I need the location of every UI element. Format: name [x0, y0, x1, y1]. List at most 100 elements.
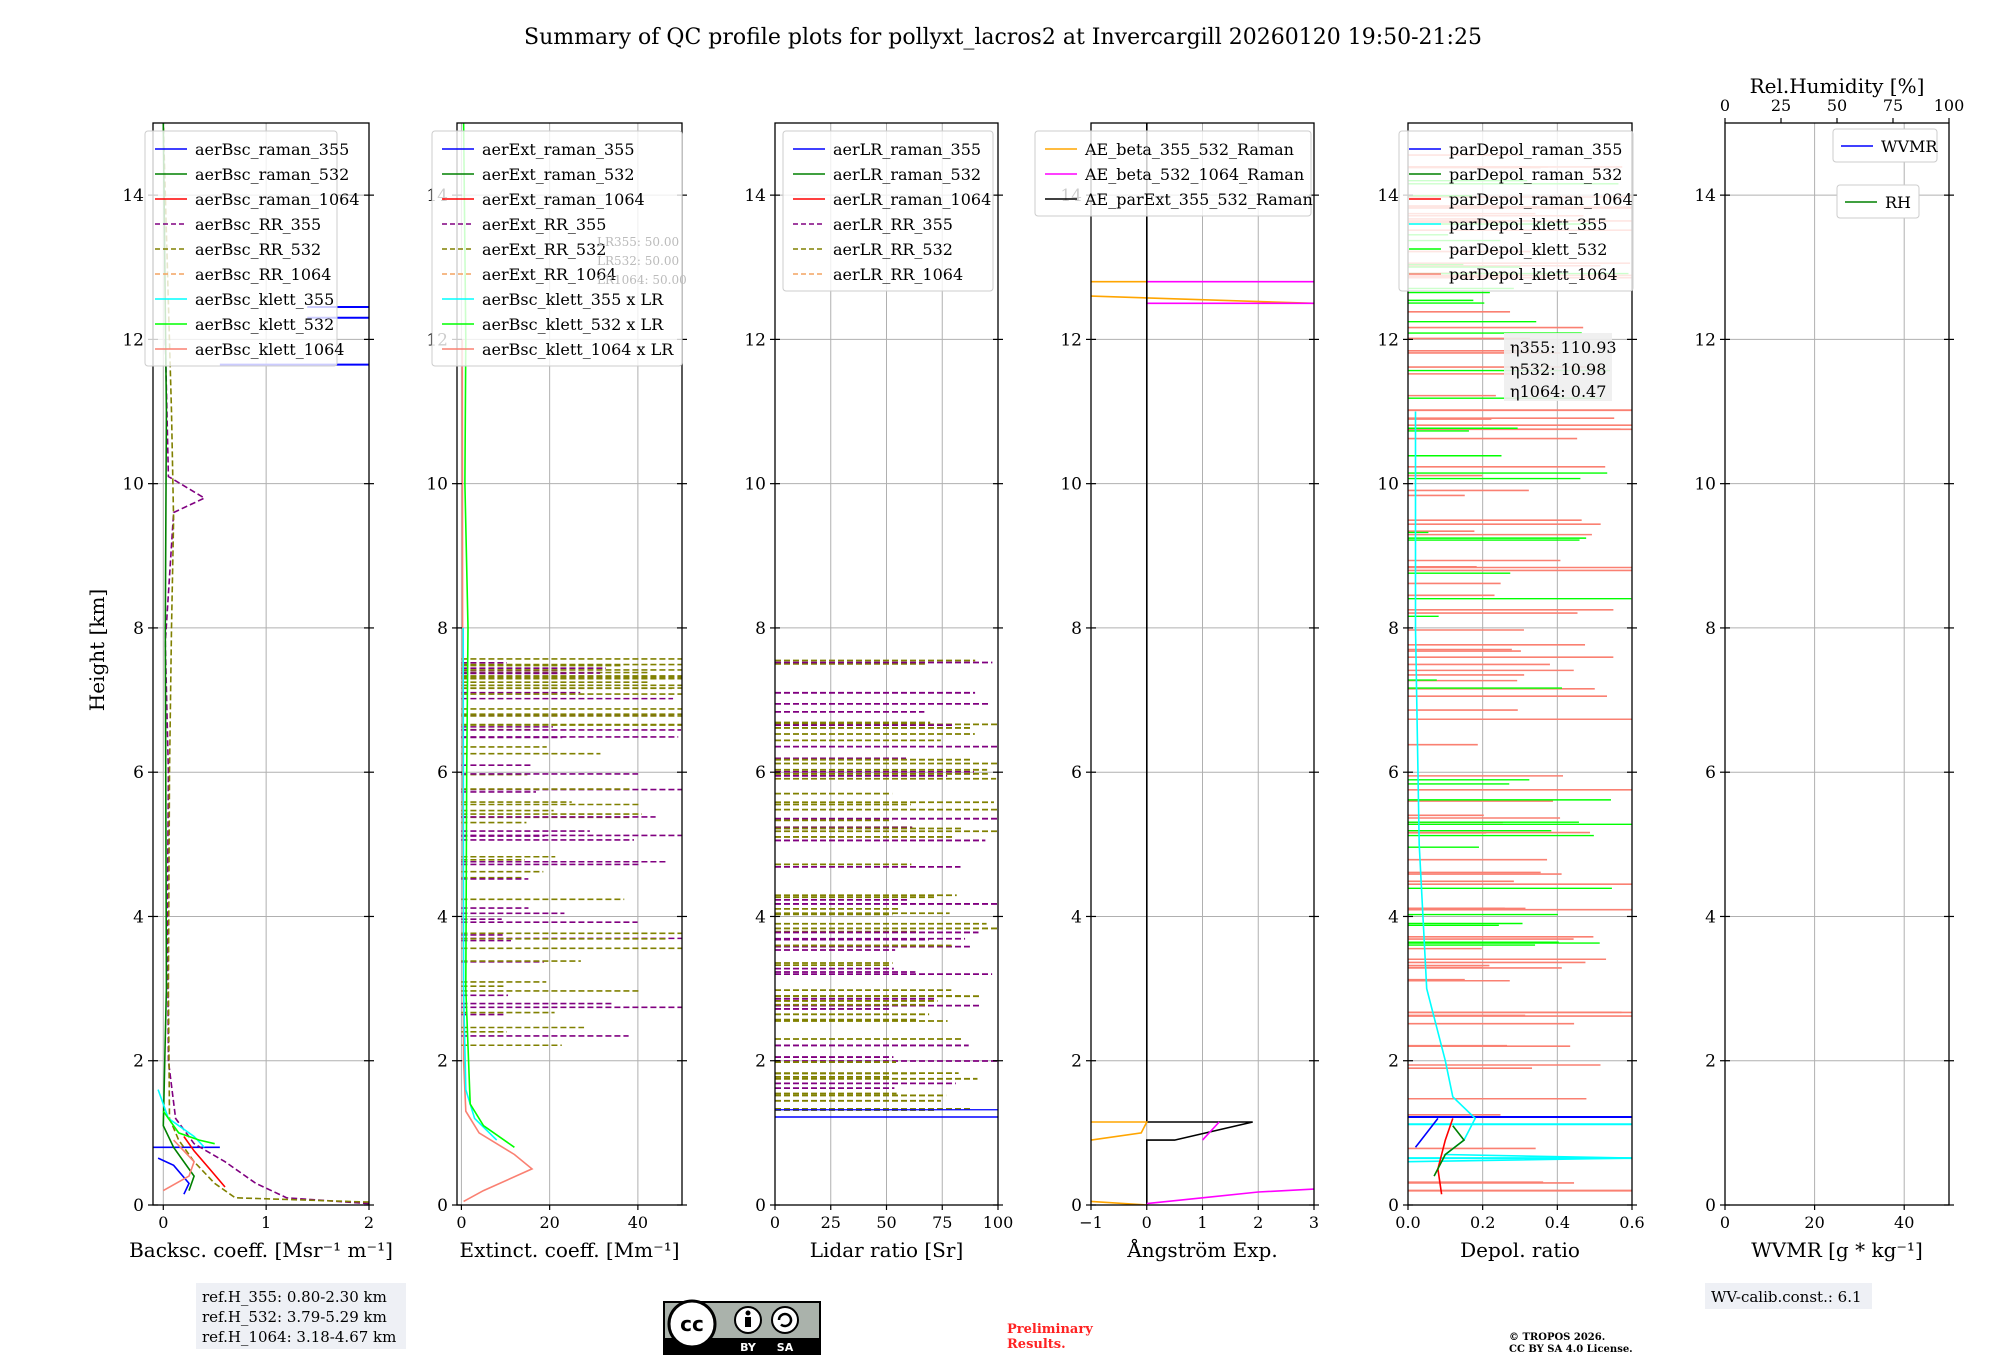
- y-tick-label: 8: [755, 619, 766, 639]
- legend-label: aerBsc_raman_1064: [195, 190, 360, 209]
- x-tick-label: 1: [1197, 1213, 1207, 1232]
- y-tick-label: 14: [744, 186, 766, 206]
- legend-label: aerExt_raman_532: [482, 165, 635, 184]
- series-aerBsc-RR-355: [164, 339, 369, 1205]
- x-axis-label: WVMR [g * kg⁻¹]: [1751, 1238, 1923, 1262]
- y-tick-label: 0: [1071, 1196, 1082, 1216]
- series-aerBsc-klett-532-x-LR: [462, 123, 515, 1148]
- y-tick-label: 2: [755, 1052, 766, 1072]
- legend-label: parDepol_raman_1064: [1449, 190, 1633, 209]
- y-axis-label: Height [km]: [85, 589, 109, 711]
- plot-area-lr: [775, 659, 998, 1118]
- y-tick-label: 4: [1705, 907, 1716, 927]
- legend-label: WVMR: [1881, 137, 1938, 156]
- axes-frame-wv: [1724, 122, 1950, 1206]
- panel-depol: 0 2 4 6 8 10 12 14 0.0 0.2 0.4 0.6 Depol. ratio parDe…: [1377, 122, 1645, 1262]
- series-AE-beta-355-532-Raman-low-: [1091, 1121, 1149, 1141]
- y-tick-label: 10: [122, 475, 144, 495]
- sa-sharealike-icon: [771, 1306, 799, 1334]
- x-tick-label: 3: [1309, 1213, 1319, 1232]
- x-tick-label: 0: [770, 1213, 780, 1232]
- legend-box: [1832, 128, 1938, 163]
- preliminary-line2: Results.: [1007, 1337, 1066, 1352]
- y-tick-label: 10: [1060, 475, 1082, 495]
- y-tick-label: 0: [1705, 1196, 1716, 1216]
- y-tick-label: 8: [1388, 619, 1399, 639]
- plot-area-ae: [1091, 123, 1314, 1205]
- top-x-axis-label: Rel.Humidity [%]: [1750, 74, 1925, 98]
- top-x-tick-label: 100: [1934, 96, 1965, 115]
- legend-label: parDepol_raman_532: [1449, 165, 1622, 184]
- y-tick-label: 12: [1377, 330, 1399, 350]
- y-tick-label: 2: [133, 1052, 144, 1072]
- y-tick-label: 4: [437, 907, 448, 927]
- ref-height-1064: ref.H_1064: 3.18-4.67 km: [202, 1328, 396, 1346]
- legend-label: aerBsc_klett_1064 x LR: [482, 340, 674, 359]
- series-aerBsc-raman-1064: [183, 1136, 226, 1188]
- top-x-tick-label: 25: [1771, 96, 1791, 115]
- y-tick-label: 6: [1705, 763, 1716, 783]
- y-tick-label: 10: [1377, 475, 1399, 495]
- legend-label: aerLR_RR_355: [833, 215, 953, 234]
- x-axis-label: Extinct. coeff. [Mm⁻¹]: [459, 1238, 679, 1262]
- lr-annotation: LR1064: 50.00: [597, 273, 687, 287]
- eta-label: η532: 10.98: [1510, 360, 1606, 379]
- series-aerBsc-klett-1064-x-LR: [461, 339, 534, 1203]
- y-tick-label: 10: [426, 475, 448, 495]
- legend-label: aerLR_RR_1064: [833, 265, 963, 284]
- legend-label: AE_beta_532_1064_Raman: [1084, 165, 1304, 184]
- legend-label: AE_parExt_355_532_Raman: [1084, 190, 1313, 209]
- ref-height-532: ref.H_532: 3.79-5.29 km: [202, 1308, 387, 1326]
- x-tick-label: 100: [983, 1213, 1014, 1232]
- legend-label: aerExt_raman_355: [482, 140, 635, 159]
- y-tick-label: 0: [755, 1196, 766, 1216]
- x-tick-label: 0.0: [1395, 1213, 1420, 1232]
- legend-box: [1034, 130, 1312, 217]
- y-tick-label: 14: [1694, 186, 1716, 206]
- legend-label: aerBsc_klett_532: [195, 315, 334, 334]
- eta-label: η1064: 0.47: [1510, 382, 1606, 401]
- axes-frame-ext: [456, 122, 683, 1206]
- y-tick-label: 8: [1705, 619, 1716, 639]
- x-tick-label: 1: [261, 1213, 271, 1232]
- x-tick-label: 2: [1253, 1213, 1263, 1232]
- series-AE-beta-532-1064-Raman-low-: [1146, 1188, 1314, 1205]
- grid-wv: [1724, 123, 1949, 1206]
- y-tick-label: 14: [122, 186, 144, 206]
- x-tick-label: −1: [1079, 1213, 1103, 1232]
- legend-label: aerBsc_klett_1064: [195, 340, 344, 359]
- copyright-line1: © TROPOS 2026.: [1509, 1332, 1605, 1343]
- series-aerBsc-klett-532: [162, 1110, 215, 1145]
- y-tick-label: 0: [437, 1196, 448, 1216]
- legend-label: aerLR_raman_1064: [833, 190, 991, 209]
- x-tick-label: 0: [456, 1213, 466, 1232]
- y-tick-label: 12: [1060, 330, 1082, 350]
- x-tick-label: 0.2: [1470, 1213, 1495, 1232]
- top-x-tick-label: 75: [1883, 96, 1903, 115]
- x-tick-label: 20: [1804, 1213, 1824, 1232]
- plot-area-ext: [461, 123, 682, 1203]
- legend-label: aerExt_RR_355: [482, 215, 606, 234]
- legend-label: aerExt_RR_1064: [482, 265, 617, 284]
- cc-license-badge: cc BY SA: [663, 1299, 821, 1355]
- legend-box: [782, 130, 994, 292]
- legend-label: parDepol_klett_532: [1449, 240, 1607, 259]
- y-tick-label: 6: [755, 763, 766, 783]
- legend-label: AE_beta_355_532_Raman: [1084, 140, 1294, 159]
- x-tick-label: 20: [539, 1213, 559, 1232]
- cc-logo-text: cc: [680, 1312, 704, 1336]
- legend-label: parDepol_raman_355: [1449, 140, 1622, 159]
- series-parDepol-raman-355: [1414, 1117, 1439, 1148]
- y-tick-label: 2: [1071, 1052, 1082, 1072]
- x-tick-label: 75: [932, 1213, 952, 1232]
- legend-ae: AE_beta_355_532_Raman AE_beta_532_1064_Ra…: [1034, 130, 1313, 217]
- axes-frame-depol: [1407, 122, 1633, 1206]
- y-tick-label: 4: [1071, 907, 1082, 927]
- legend-label: aerExt_RR_532: [482, 240, 606, 259]
- wv-calib-box: WV-calib.const.: 6.1: [1705, 1283, 1872, 1309]
- figure-title: Summary of QC profile plots for pollyxt_…: [524, 25, 1482, 50]
- legend-ext: aerExt_raman_355 aerExt_raman_532 aerExt_r…: [431, 130, 683, 367]
- lr-annotation: LR355: 50.00: [597, 235, 679, 249]
